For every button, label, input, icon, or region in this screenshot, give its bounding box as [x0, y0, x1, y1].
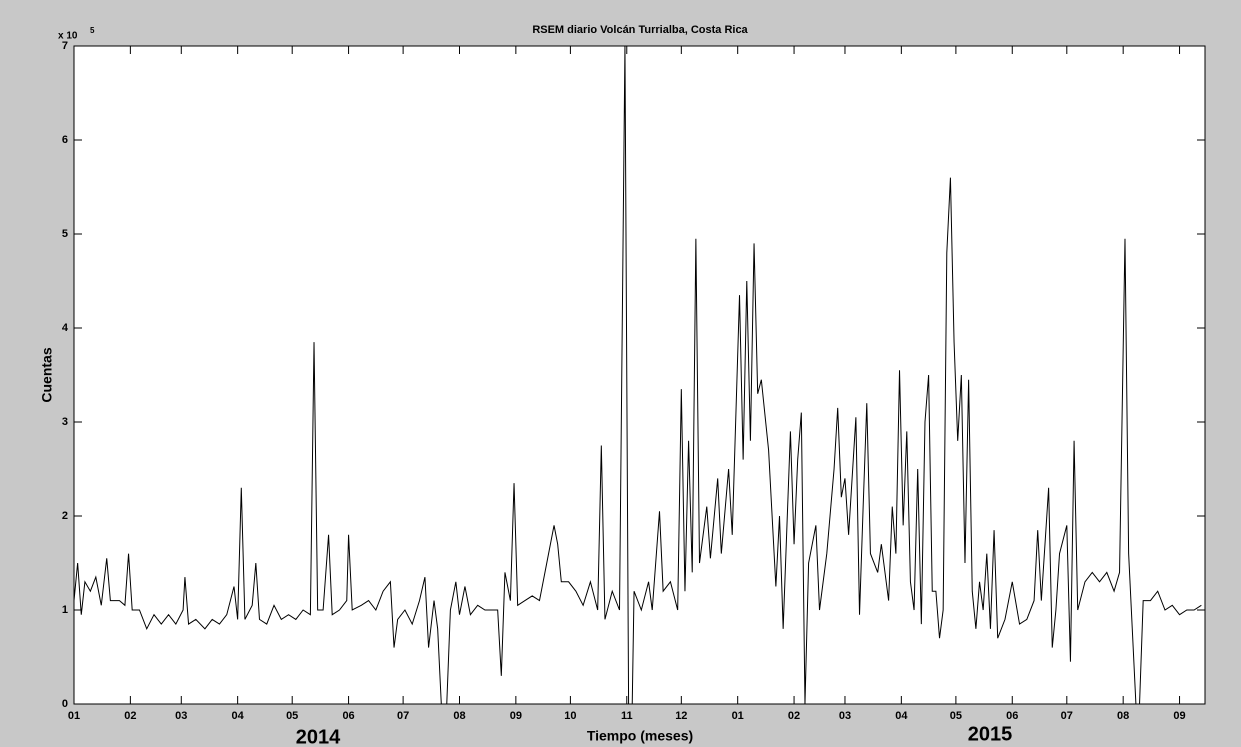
x-tick-label: 04 [232, 710, 245, 722]
x-tick-label: 08 [453, 710, 465, 722]
y-tick-label: 1 [62, 604, 68, 616]
x-tick-label: 02 [124, 710, 136, 722]
x-tick-label: 01 [732, 710, 744, 722]
y-multiplier: x 10 [58, 31, 78, 42]
chart-title: RSEM diario Volcán Turrialba, Costa Rica [532, 24, 748, 36]
x-tick-label: 09 [510, 710, 522, 722]
y-tick-label: 6 [62, 134, 68, 146]
y-tick-label: 5 [62, 228, 68, 240]
x-tick-label: 07 [1061, 710, 1073, 722]
x-axis-label: Tiempo (meses) [587, 728, 693, 744]
x-tick-label: 07 [397, 710, 409, 722]
y-tick-label: 4 [62, 322, 69, 334]
x-tick-label: 05 [286, 710, 298, 722]
year-label: 2015 [968, 723, 1013, 745]
x-tick-label: 03 [839, 710, 851, 722]
plot-area [73, 45, 1206, 705]
y-tick-label: 0 [62, 698, 68, 710]
data-line [74, 46, 1202, 704]
x-tick-label: 11 [621, 710, 633, 722]
y-exponent: 5 [90, 26, 95, 35]
year-label: 2014 [296, 726, 341, 747]
x-tick-label: 06 [342, 710, 354, 722]
x-tick-label: 09 [1173, 710, 1185, 722]
x-tick-label: 01 [68, 710, 80, 722]
x-tick-label: 06 [1006, 710, 1018, 722]
x-tick-label: 02 [788, 710, 800, 722]
y-tick-label: 7 [62, 40, 68, 52]
y-tick-label: 2 [62, 510, 68, 522]
x-tick-label: 10 [564, 710, 576, 722]
x-tick-label: 04 [895, 710, 908, 722]
x-tick-label: 08 [1117, 710, 1129, 722]
x-tick-label: 12 [675, 710, 687, 722]
x-tick-label: 05 [950, 710, 962, 722]
x-tick-label: 03 [175, 710, 187, 722]
y-tick-label: 3 [62, 416, 68, 428]
y-axis-label: Cuentas [39, 347, 55, 402]
